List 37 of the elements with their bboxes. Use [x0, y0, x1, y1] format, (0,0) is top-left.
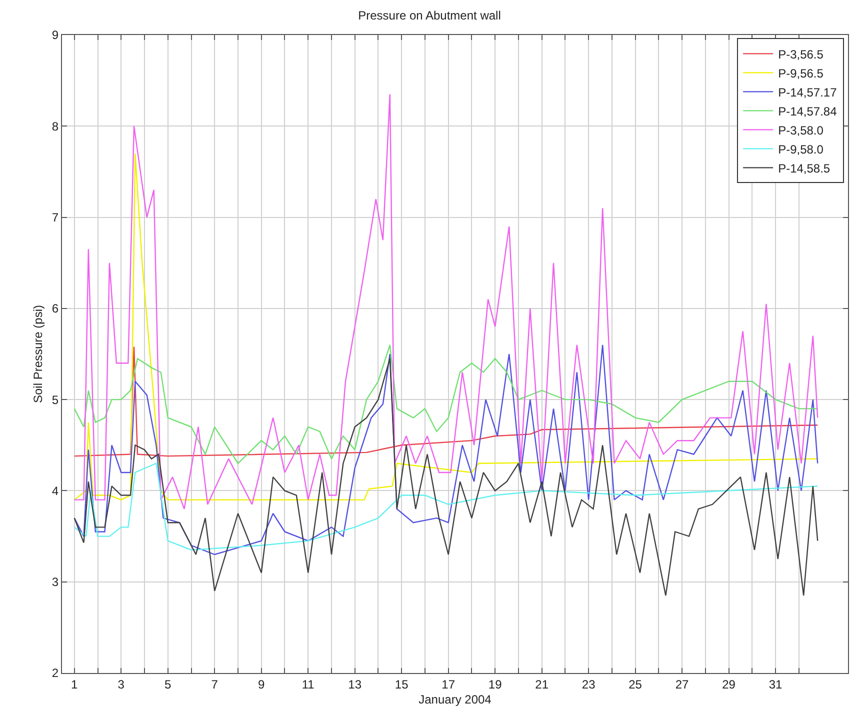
y-tick-label: 5 [52, 392, 59, 407]
y-tick-label: 6 [52, 302, 59, 316]
x-tick-label: 9 [258, 677, 266, 692]
line-series [74, 344, 818, 556]
x-tick-label: 7 [211, 677, 218, 692]
line-series [74, 462, 818, 551]
y-tick-label: 2 [52, 666, 59, 680]
legend-label: P-3,58.0 [778, 123, 824, 138]
x-tick-label: 15 [394, 677, 409, 692]
x-tick-label: 17 [442, 677, 456, 692]
x-tick-label: 25 [628, 677, 642, 692]
y-tick-label: 4 [52, 484, 59, 498]
x-tick-label: 21 [535, 677, 549, 692]
x-tick-label: 5 [164, 677, 172, 692]
x-tick-label: 19 [488, 677, 502, 692]
x-tick-label: 1 [71, 677, 78, 692]
x-tick-label: 29 [722, 677, 736, 692]
legend-label: P-9,58.0 [778, 142, 824, 156]
x-tick-label: 11 [302, 677, 315, 692]
legend-label: P-9,56.5 [778, 66, 824, 80]
x-tick-label: 31 [768, 677, 783, 692]
line-series [74, 358, 818, 596]
x-tick-label: 3 [118, 677, 125, 692]
legend-label: P-14,58.5 [778, 161, 830, 176]
y-tick-label: 3 [52, 575, 59, 590]
x-tick-label: 23 [582, 677, 596, 692]
y-tick-label: 8 [52, 119, 59, 134]
y-tick-label: 9 [52, 28, 59, 42]
legend-label: P-3,56.5 [778, 47, 824, 62]
y-axis-title: Soil Pressure (psi) [31, 304, 46, 404]
legend-label: P-14,57.17 [778, 85, 838, 100]
x-axis-title: January 2004 [418, 692, 492, 706]
y-tick-label: 7 [52, 210, 59, 224]
x-tick-label: 13 [348, 677, 362, 692]
legend-label: P-14,57.84 [778, 104, 838, 118]
chart-title: Pressure on Abutment wall [358, 8, 501, 22]
x-tick-label: 27 [675, 677, 690, 692]
